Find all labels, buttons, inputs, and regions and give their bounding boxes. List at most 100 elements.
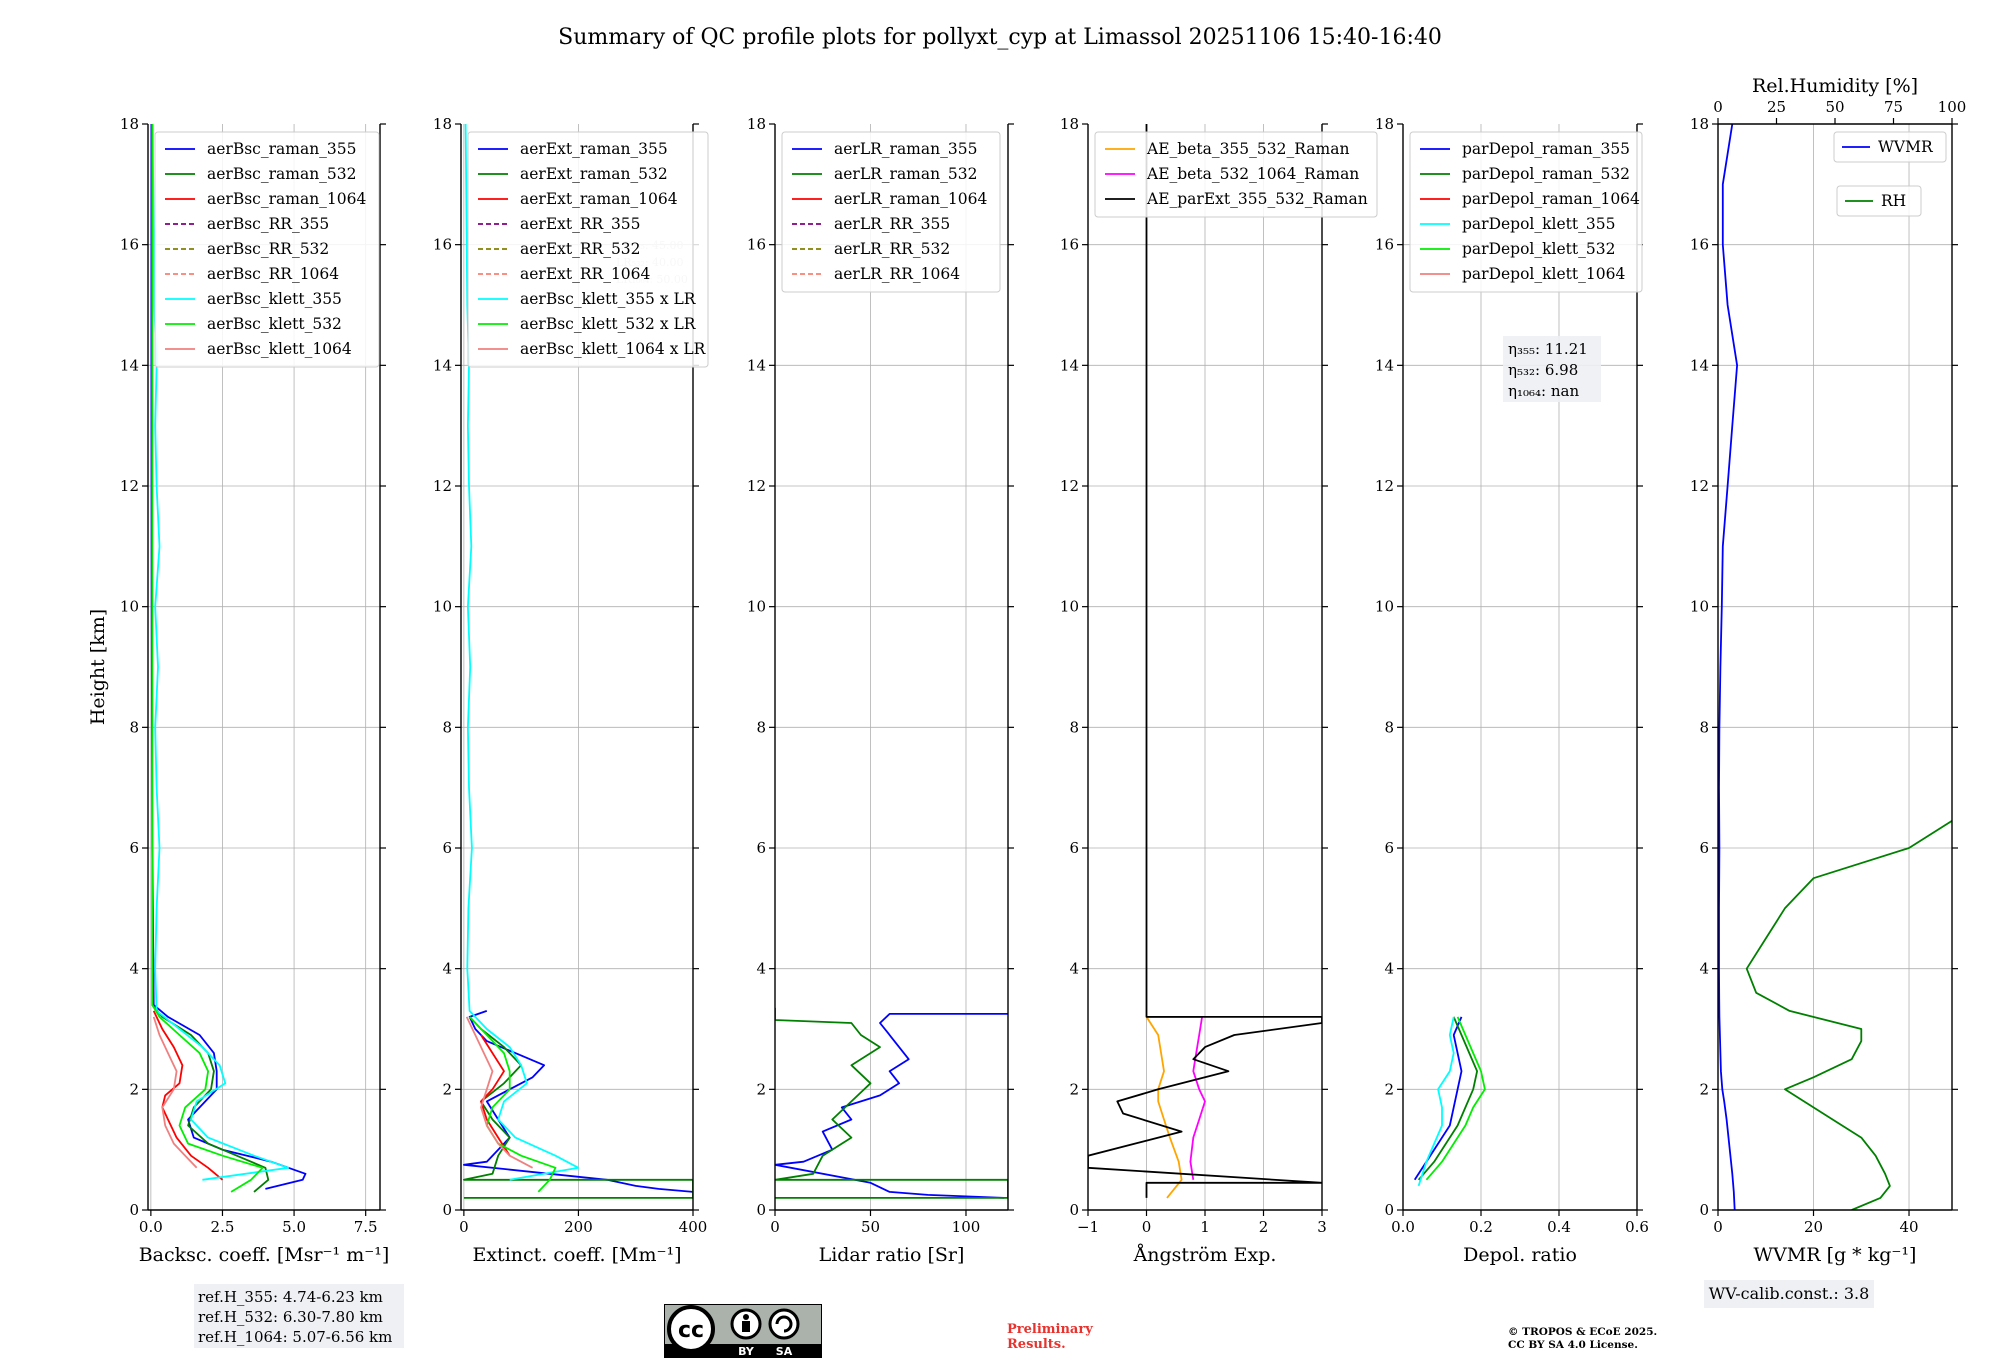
y-tick-label: 12 [1060,477,1079,495]
series-aerExt_raman_355 [462,1010,693,1193]
top-x-tick-label: 0 [1713,98,1723,116]
x-axis-label: Extinct. coeff. [Mm⁻¹] [472,1244,681,1266]
y-tick-label: 6 [1069,839,1079,857]
legend-label: aerBsc_klett_355 [207,290,342,308]
legend-label: aerExt_RR_532 [520,240,641,258]
y-tick-label: 6 [1384,839,1394,857]
legend-label: aerExt_raman_532 [520,165,668,183]
legend-label: aerLR_raman_532 [834,165,977,183]
y-tick-label: 6 [442,839,452,857]
legend-frame [467,131,709,368]
series-group [1413,1016,1486,1187]
legend-label: aerBsc_klett_532 x LR [520,315,697,333]
legend-label: aerBsc_RR_1064 [207,265,339,283]
x-tick-label: 0 [459,1218,469,1236]
series-aerExt_raman_1064 [480,1034,511,1157]
y-tick-label: 12 [433,477,452,495]
legend: AE_beta_355_532_Raman AE_beta_532_1064_Ra… [1094,131,1378,218]
series-AE_beta_355_532_Raman [1145,1016,1183,1199]
series-group [462,124,693,1199]
y-tick-label: 4 [756,960,766,978]
y-tick-label: 4 [1069,960,1079,978]
legend-label: parDepol_klett_1064 [1462,265,1625,283]
y-tick-label: 10 [1690,598,1709,616]
panel-backscatter: 0 2 4 6 8 10 12 14 16 18 0.0 2.5 5.0 7.5 Backsc. coeff… [120,115,389,1266]
legend-frame [1409,131,1643,293]
legend-label: aerBsc_raman_1064 [207,190,367,208]
x-tick-label: 0.4 [1547,1218,1571,1236]
y-tick-label: 0 [1069,1201,1079,1219]
series-parDepol_raman_355 [1413,1016,1463,1181]
y-tick-label: 8 [442,718,452,736]
y-tick-label: 16 [1690,236,1709,254]
legend-label: aerBsc_klett_355 x LR [520,290,697,308]
y-tick-label: 18 [1375,115,1394,133]
wv-calibration-box: WV-calib.const.: 3.8 [1704,1280,1874,1308]
panel-extinction: 0 2 4 6 8 10 12 14 16 18 0 200 400 Extinct. coeff. [M… [433,115,709,1266]
series-group [150,124,307,1193]
y-tick-label: 8 [1384,718,1394,736]
y-tick-label: 16 [747,236,766,254]
legend-label: aerLR_raman_1064 [834,190,987,208]
series-aerBsc_raman_1064 [152,1010,224,1181]
series-parDepol_raman_532 [1417,1016,1478,1181]
x-tick-label: 0 [1142,1218,1152,1236]
y-tick-label: 18 [1060,115,1079,133]
x-axis-label: Lidar ratio [Sr] [819,1244,965,1266]
y-tick-label: 14 [1060,356,1079,374]
y-tick-label: 18 [747,115,766,133]
y-tick-label: 0 [129,1201,139,1219]
x-axis-label: Ångström Exp. [1133,1244,1277,1266]
legend: aerExt_raman_355 aerExt_raman_532 aerExt_r… [467,131,709,368]
x-tick-label: −1 [1077,1218,1099,1236]
x-axis-label: Backsc. coeff. [Msr⁻¹ m⁻¹] [139,1244,390,1266]
svg-text:cc: cc [678,1318,704,1343]
y-tick-label: 8 [1069,718,1079,736]
legend-label: aerBsc_RR_532 [207,240,329,258]
top-x-tick-label: 50 [1825,98,1844,116]
legend-label: AE_beta_532_1064_Raman [1146,165,1359,183]
top-x-tick-label: 100 [1938,98,1967,116]
y-tick-label: 0 [1384,1201,1394,1219]
y-tick-label: 16 [433,236,452,254]
series-aerBsc_raman_532 [151,1004,270,1193]
legend-label: aerLR_RR_532 [834,240,950,258]
y-tick-label: 4 [1699,960,1709,978]
legend: parDepol_raman_355 parDepol_raman_532 parD… [1409,131,1643,293]
y-tick-label: 2 [1699,1080,1709,1098]
legend-label: parDepol_raman_355 [1462,140,1630,158]
legend-label: aerLR_raman_355 [834,140,977,158]
eta-annotation: η₃₅₅: 11.21 [1508,340,1588,358]
legend-label: aerLR_RR_355 [834,215,950,233]
y-tick-label: 16 [120,236,139,254]
sa-share-icon [768,1308,800,1340]
legend-label: aerBsc_raman_532 [207,165,357,183]
y-tick-label: 4 [129,960,139,978]
series-aerBsc_klett_355 x LR [464,124,580,1181]
x-tick-label: 0.6 [1625,1218,1649,1236]
top-x-tick-label: 75 [1884,98,1903,116]
y-tick-label: 14 [1375,356,1394,374]
y-tick-label: 12 [1690,477,1709,495]
x-axis-label: Depol. ratio [1463,1244,1577,1266]
legend-label: aerBsc_klett_532 [207,315,342,333]
legend-frame [781,131,1001,293]
y-tick-label: 6 [756,839,766,857]
y-tick-label: 14 [1690,356,1709,374]
series-group [775,1007,1008,1199]
legend-label: parDepol_raman_532 [1462,165,1630,183]
x-tick-label: 5.0 [282,1218,306,1236]
x-tick-label: 0.0 [1391,1218,1415,1236]
series-AE_parExt_355_532_Raman [1088,124,1322,1198]
y-tick-label: 18 [120,115,139,133]
legend: WVMR [1833,131,1947,163]
cc-icon [667,1305,715,1353]
series-aerBsc_klett_532 [151,124,264,1193]
x-tick-label: 200 [564,1218,593,1236]
y-tick-label: 12 [747,477,766,495]
svg-text:SA: SA [776,1345,793,1358]
y-tick-label: 10 [120,598,139,616]
y-tick-label: 16 [1375,236,1394,254]
eta-annotation: η₁₀₆₄: nan [1508,382,1579,400]
